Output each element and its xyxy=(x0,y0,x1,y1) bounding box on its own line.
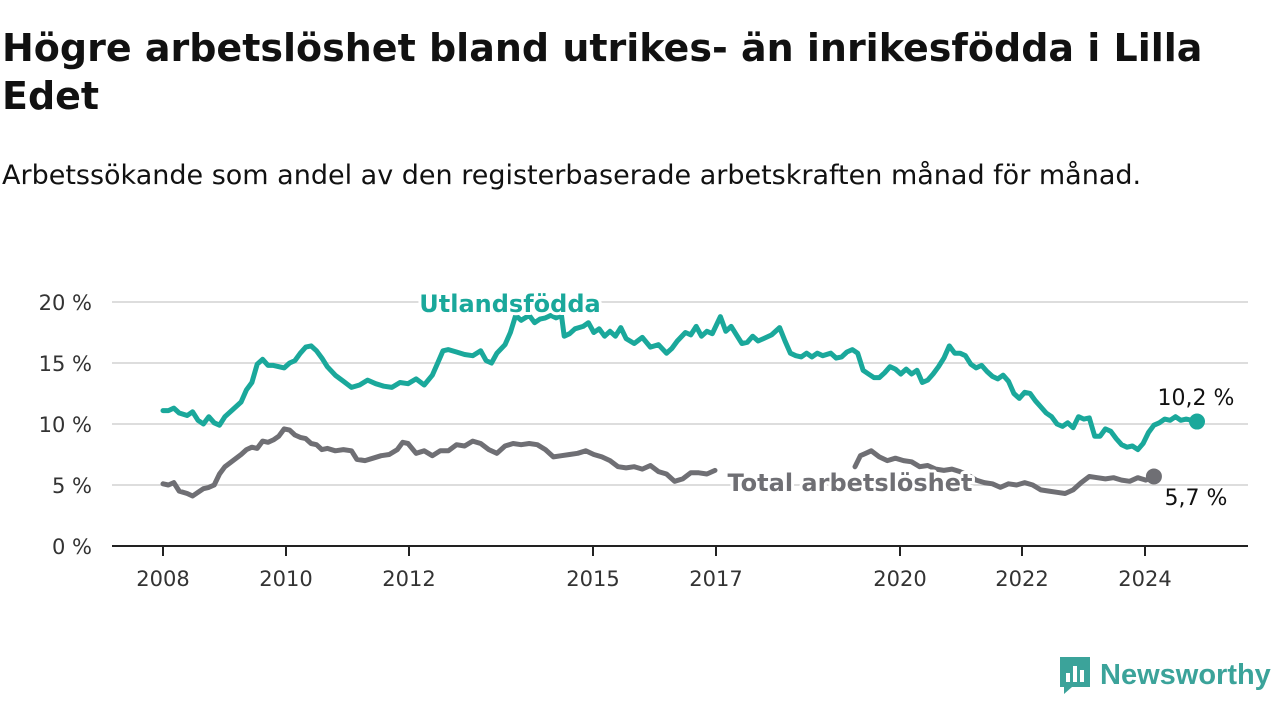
chart-subtitle: Arbetssökande som andel av den registerb… xyxy=(2,160,1142,191)
x-tick-label: 2017 xyxy=(689,567,742,591)
y-tick-label: 20 % xyxy=(39,291,92,315)
x-tick-label: 2010 xyxy=(259,567,312,591)
y-tick-label: 10 % xyxy=(39,413,92,437)
newsworthy-icon xyxy=(1060,657,1090,694)
series-label-utlandsfodda: Utlandsfödda xyxy=(419,290,600,318)
x-tick-label: 2022 xyxy=(995,567,1048,591)
x-tick-label: 2015 xyxy=(566,567,619,591)
series-end-point-utlandsfodda xyxy=(1189,413,1205,430)
brand-name: Newsworthy xyxy=(1100,658,1271,691)
y-tick-label: 15 % xyxy=(39,352,92,376)
series-line-total-segment xyxy=(852,448,1157,496)
series-line-total-segment xyxy=(160,426,718,499)
end-value-total: 5,7 % xyxy=(1165,486,1228,511)
series-line-utlandsfodda xyxy=(160,312,1200,453)
y-tick-label: 5 % xyxy=(52,474,92,498)
newsworthy-logo: Newsworthy xyxy=(1058,654,1271,696)
x-tick-label: 2024 xyxy=(1118,567,1171,591)
x-axis-ticks: 2008 2010 2012 2015 2017 2020 2022 2024 xyxy=(136,546,1172,591)
end-value-utlandsfodda: 10,2 % xyxy=(1158,386,1235,411)
y-tick-label: 0 % xyxy=(52,535,92,559)
x-tick-label: 2012 xyxy=(382,567,435,591)
x-tick-label: 2008 xyxy=(136,567,189,591)
x-tick-label: 2020 xyxy=(873,567,926,591)
chart-title: Högre arbetslöshet bland utrikes- än inr… xyxy=(2,26,1203,118)
series-labels: Utlandsfödda Total arbetslöshet 10,2 % 5,7 … xyxy=(416,287,1235,511)
gridlines xyxy=(112,301,1248,486)
series-end-point-total xyxy=(1145,468,1162,485)
series-label-total: Total arbetslöshet xyxy=(727,469,972,497)
y-axis-ticks: 0 % 5 % 10 % 15 % 20 % xyxy=(39,291,92,559)
series-lines xyxy=(160,312,1205,499)
